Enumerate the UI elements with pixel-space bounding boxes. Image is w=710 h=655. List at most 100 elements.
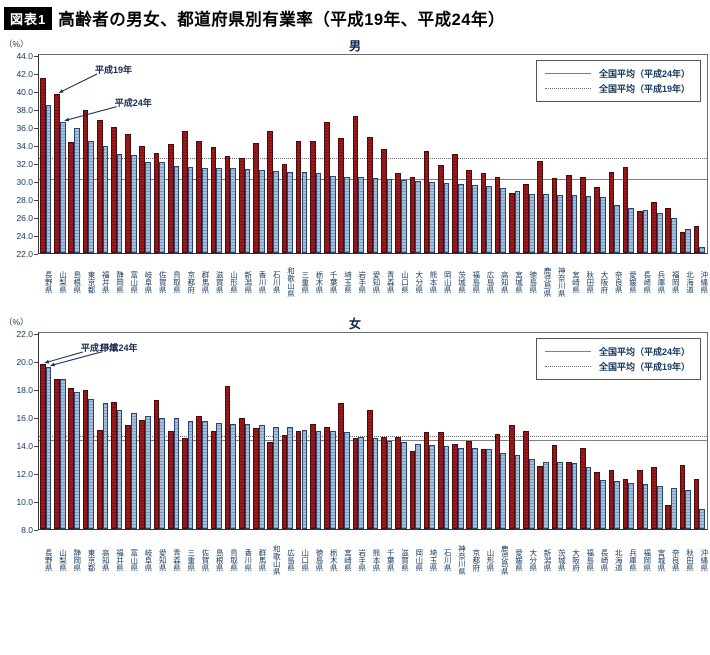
x-label-鹿児島県: 鹿児島県 xyxy=(500,545,510,575)
y-tick-label: 24.0 xyxy=(16,231,33,241)
bar-h24-北海道 xyxy=(685,228,691,253)
bar-h19-香川県 xyxy=(253,143,259,253)
bar-h19-和歌山県 xyxy=(281,163,288,253)
bar-h19-山梨県 xyxy=(54,93,60,253)
bar-h24-福井県 xyxy=(102,145,109,253)
x-label-栃木県: 栃木県 xyxy=(329,548,339,572)
bar-h24-福島県 xyxy=(585,467,592,529)
bar-h19-群馬県 xyxy=(253,428,259,529)
bar-h19-兵庫県 xyxy=(622,478,629,529)
bar-h24-山梨県 xyxy=(59,379,66,529)
x-label-青森県: 青森県 xyxy=(172,548,182,572)
y-tick-mark xyxy=(34,200,38,201)
bar-h19-岩手県 xyxy=(352,438,359,529)
x-label-三重県: 三重県 xyxy=(300,270,310,294)
bar-h24-長崎県 xyxy=(642,209,649,253)
bar-h19-三重県 xyxy=(295,140,302,253)
x-label-鳥取県: 鳥取県 xyxy=(172,270,182,294)
bar-h24-青森県 xyxy=(386,179,393,253)
bar-h24-福岡県 xyxy=(671,217,677,253)
bar-h19-千葉県 xyxy=(324,121,330,253)
bar-h24-岐阜県 xyxy=(145,415,151,529)
x-label-山形県: 山形県 xyxy=(229,270,239,294)
bar-h19-福井県 xyxy=(111,401,117,529)
y-tick-label: 8.0 xyxy=(21,525,33,535)
x-label-徳島県: 徳島県 xyxy=(528,270,538,294)
bar-h24-奈良県 xyxy=(614,205,620,253)
x-label-神奈川県: 神奈川県 xyxy=(557,267,567,297)
bar-h24-宮崎県 xyxy=(344,432,350,529)
x-label-和歌山県: 和歌山県 xyxy=(286,267,296,297)
bar-h24-長野県 xyxy=(45,366,52,529)
bar-h24-福岡県 xyxy=(642,484,649,529)
bar-h24-東京都 xyxy=(88,398,94,529)
bar-h24-北海道 xyxy=(614,481,620,529)
bar-h24-静岡県 xyxy=(116,154,123,253)
legend-solid-line-sample xyxy=(544,351,591,352)
bar-h24-長崎県 xyxy=(599,480,606,529)
x-label-愛媛県: 愛媛県 xyxy=(628,270,638,294)
bar-h24-鹿児島県 xyxy=(500,453,507,529)
x-label-富山県: 富山県 xyxy=(129,270,139,294)
legend-female: 全国平均（平成24年） 全国平均（平成19年） xyxy=(535,338,701,380)
y-tick-mark xyxy=(34,418,38,419)
bar-h24-島根県 xyxy=(74,127,80,253)
bar-h24-青森県 xyxy=(173,418,180,529)
x-label-山梨県: 山梨県 xyxy=(58,270,68,294)
y-tick-label: 12.0 xyxy=(16,469,33,479)
y-tick-label: 38.0 xyxy=(16,105,33,115)
x-label-秋田県: 秋田県 xyxy=(585,270,595,294)
x-label-山口県: 山口県 xyxy=(300,548,310,572)
y-tick-mark xyxy=(34,362,38,363)
y-tick-mark xyxy=(34,74,38,75)
x-label-北海道: 北海道 xyxy=(614,548,624,572)
x-label-滋賀県: 滋賀県 xyxy=(215,270,225,294)
x-axis-labels-female: 長野県 山梨県 静岡県 東京都 高知県 福井県 富山県 岐阜県 愛知県 青森県 三重県 佐賀県 島根県鳥… xyxy=(38,530,709,588)
bar-h24-三重県 xyxy=(301,172,308,253)
x-label-鹿児島県: 鹿児島県 xyxy=(543,267,552,297)
x-label-富山県: 富山県 xyxy=(129,548,139,572)
legend-dotted-label: 全国平均（平成19年） xyxy=(598,362,690,372)
bar-h24-石川県 xyxy=(443,446,450,529)
x-label-奈良県: 奈良県 xyxy=(614,270,624,294)
bar-h19-愛媛県 xyxy=(622,166,629,253)
y-tick-mark xyxy=(34,530,38,531)
x-label-広島県: 広島県 xyxy=(486,270,495,294)
bar-h19-熊本県 xyxy=(366,410,373,529)
bar-h19-滋賀県 xyxy=(210,146,217,253)
bar-h19-静岡県 xyxy=(111,127,117,253)
bar-h24-高知県 xyxy=(102,403,109,529)
legend-solid-label: 全国平均（平成24年） xyxy=(598,347,690,357)
bar-h19-埼玉県 xyxy=(423,432,430,529)
x-label-東京都: 東京都 xyxy=(87,548,96,572)
bar-h19-北海道 xyxy=(679,232,686,253)
bar-h24-佐賀県 xyxy=(159,162,166,253)
y-tick-mark xyxy=(34,218,38,219)
legend-solid-label: 全国平均（平成24年） xyxy=(598,69,690,79)
bar-h24-茨城県 xyxy=(557,461,563,529)
bar-h19-奈良県 xyxy=(665,505,672,529)
bar-h24-高知県 xyxy=(500,188,507,253)
y-tick-label: 18.0 xyxy=(16,385,33,395)
bar-h24-岐阜県 xyxy=(145,162,151,253)
y-tick-label: 40.0 xyxy=(16,87,33,97)
bar-h19-茨城県 xyxy=(551,445,558,529)
bar-h19-石川県 xyxy=(437,432,444,529)
x-label-新潟県: 新潟県 xyxy=(543,548,552,572)
x-label-沖縄県: 沖縄県 xyxy=(699,548,709,572)
bar-h24-京都府 xyxy=(472,447,478,529)
bar-h24-兵庫県 xyxy=(628,482,635,529)
bar-h24-和歌山県 xyxy=(287,172,293,253)
legend-dotted-line-sample xyxy=(544,88,591,89)
x-axis-labels-male: 長野県 山梨県 島根県 東京都 福井県 静岡県 富山県 岐阜県 佐賀県 鳥取県 京都府 群馬県 滋賀県山… xyxy=(38,254,709,308)
legend-male: 全国平均（平成24年） 全国平均（平成19年） xyxy=(535,60,701,102)
bar-h24-埼玉県 xyxy=(429,445,436,529)
bar-h24-秋田県 xyxy=(685,489,691,529)
bar-h19-山形県 xyxy=(480,449,487,529)
x-label-愛知県: 愛知県 xyxy=(158,548,168,572)
bar-h24-香川県 xyxy=(244,424,251,529)
x-label-愛知県: 愛知県 xyxy=(372,270,381,294)
bar-h24-福井県 xyxy=(116,410,123,529)
bar-h19-岡山県 xyxy=(437,164,444,253)
y-axis-unit-female: （%） xyxy=(4,317,29,327)
